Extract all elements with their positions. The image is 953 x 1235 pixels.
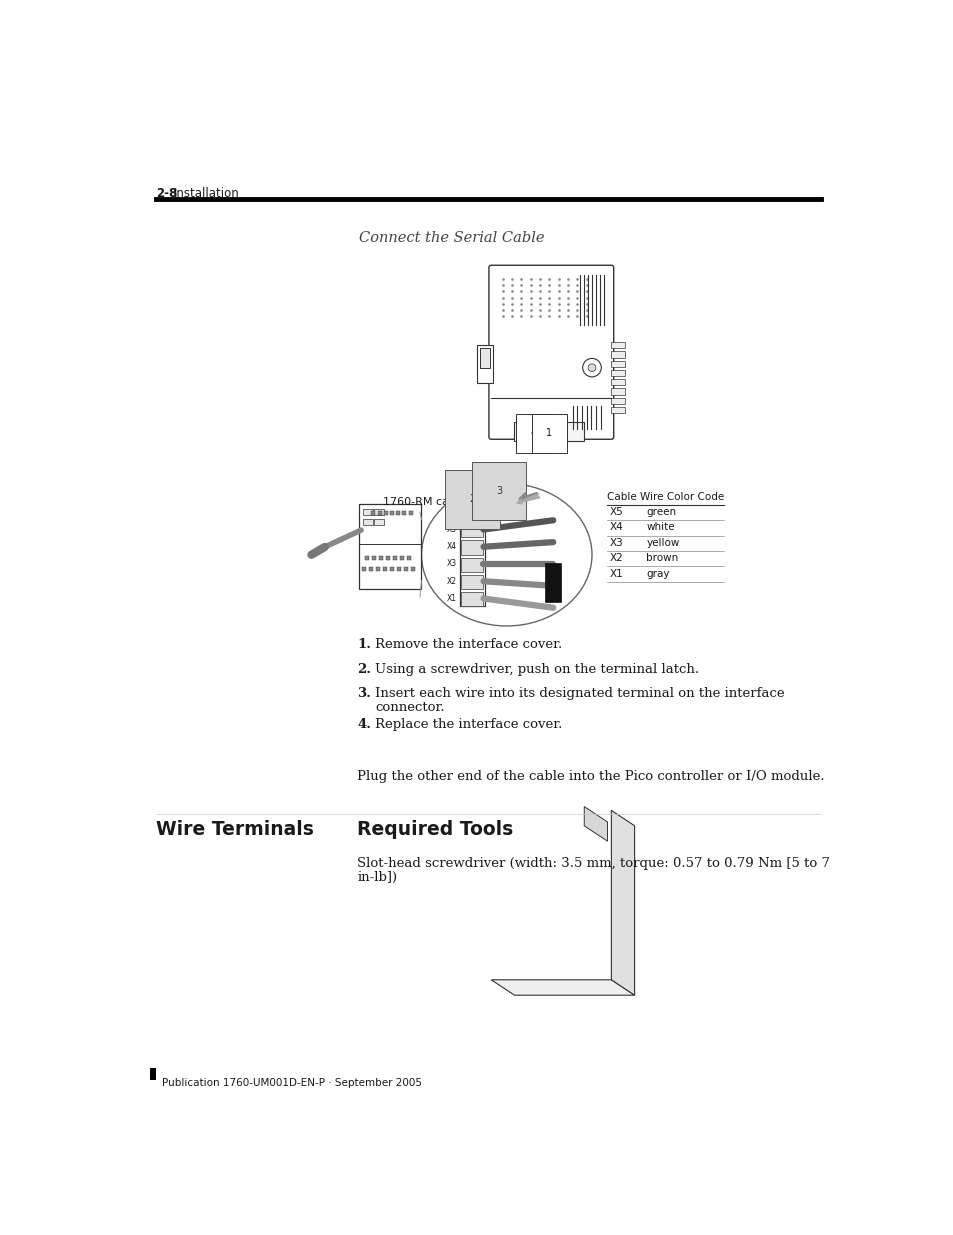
Bar [363,509,373,515]
Text: gray: gray [645,568,669,579]
Bar [611,352,624,358]
Bar [611,406,624,412]
Text: X2: X2 [447,577,456,585]
Text: X5: X5 [447,525,456,534]
Text: 3: 3 [496,485,501,495]
Polygon shape [583,806,607,841]
Text: 2.: 2. [356,662,371,676]
Text: X1: X1 [447,594,456,603]
Text: 2-8: 2-8 [156,186,177,200]
Text: X1: X1 [609,568,623,579]
Bar [611,379,624,385]
Polygon shape [491,979,634,995]
Bar [611,342,624,348]
Text: 4: 4 [530,429,537,438]
Text: Plug the other end of the cable into the Pico controller or I/O module.: Plug the other end of the cable into the… [356,771,824,783]
Bar [545,563,560,601]
Text: X2: X2 [609,553,623,563]
Text: X4: X4 [447,542,456,551]
Text: Using a screwdriver, push on the terminal latch.: Using a screwdriver, push on the termina… [375,662,699,676]
Bar [460,541,482,555]
Bar [460,558,482,572]
Text: 1.: 1. [356,638,371,651]
Bar [611,361,624,367]
Text: Publication 1760-UM001D-EN-P · September 2005: Publication 1760-UM001D-EN-P · September… [162,1078,421,1088]
Text: 3.: 3. [356,687,371,700]
Text: X4: X4 [609,522,623,532]
Bar [359,504,421,589]
Bar [374,519,383,525]
Bar [459,520,484,605]
Text: Remove the interface cover.: Remove the interface cover. [375,638,561,651]
Text: 1760-RM cable: 1760-RM cable [382,496,465,508]
Text: Installation: Installation [173,186,239,200]
Text: in-lb]): in-lb]) [356,871,396,884]
Polygon shape [611,810,634,995]
Text: Slot-head screwdriver (width: 3.5 mm, torque: 0.57 to 0.79 Nm [5 to 7: Slot-head screwdriver (width: 3.5 mm, to… [356,857,829,871]
Bar [363,519,373,525]
Text: white: white [645,522,674,532]
Bar [460,592,482,606]
Text: X3: X3 [609,537,623,548]
Text: X3: X3 [447,559,456,568]
Bar [514,421,583,441]
Ellipse shape [421,484,592,626]
Text: Wire Terminals: Wire Terminals [156,820,314,840]
Circle shape [582,358,600,377]
Text: 4.: 4. [356,718,371,731]
Text: Insert each wire into its designated terminal on the interface: Insert each wire into its designated ter… [375,687,783,700]
FancyBboxPatch shape [488,266,613,440]
Text: brown: brown [645,553,678,563]
Text: connector.: connector. [375,701,444,714]
Bar [460,576,482,589]
Text: 2: 2 [469,494,476,504]
Bar [374,509,383,515]
Text: yellow: yellow [645,537,679,548]
Bar [479,348,490,368]
Text: Connect the Serial Cable: Connect the Serial Cable [359,231,544,246]
Bar [611,370,624,377]
Bar [476,345,493,383]
Text: Replace the interface cover.: Replace the interface cover. [375,718,561,731]
Circle shape [587,364,596,372]
Text: Required Tools: Required Tools [356,820,513,840]
Bar [460,524,482,537]
Text: Cable Wire Color Code: Cable Wire Color Code [607,493,724,503]
Bar [611,398,624,404]
Bar [611,389,624,395]
Text: green: green [645,508,676,517]
Text: 1: 1 [546,429,552,438]
Bar [150,1067,155,1079]
Text: X5: X5 [609,508,623,517]
